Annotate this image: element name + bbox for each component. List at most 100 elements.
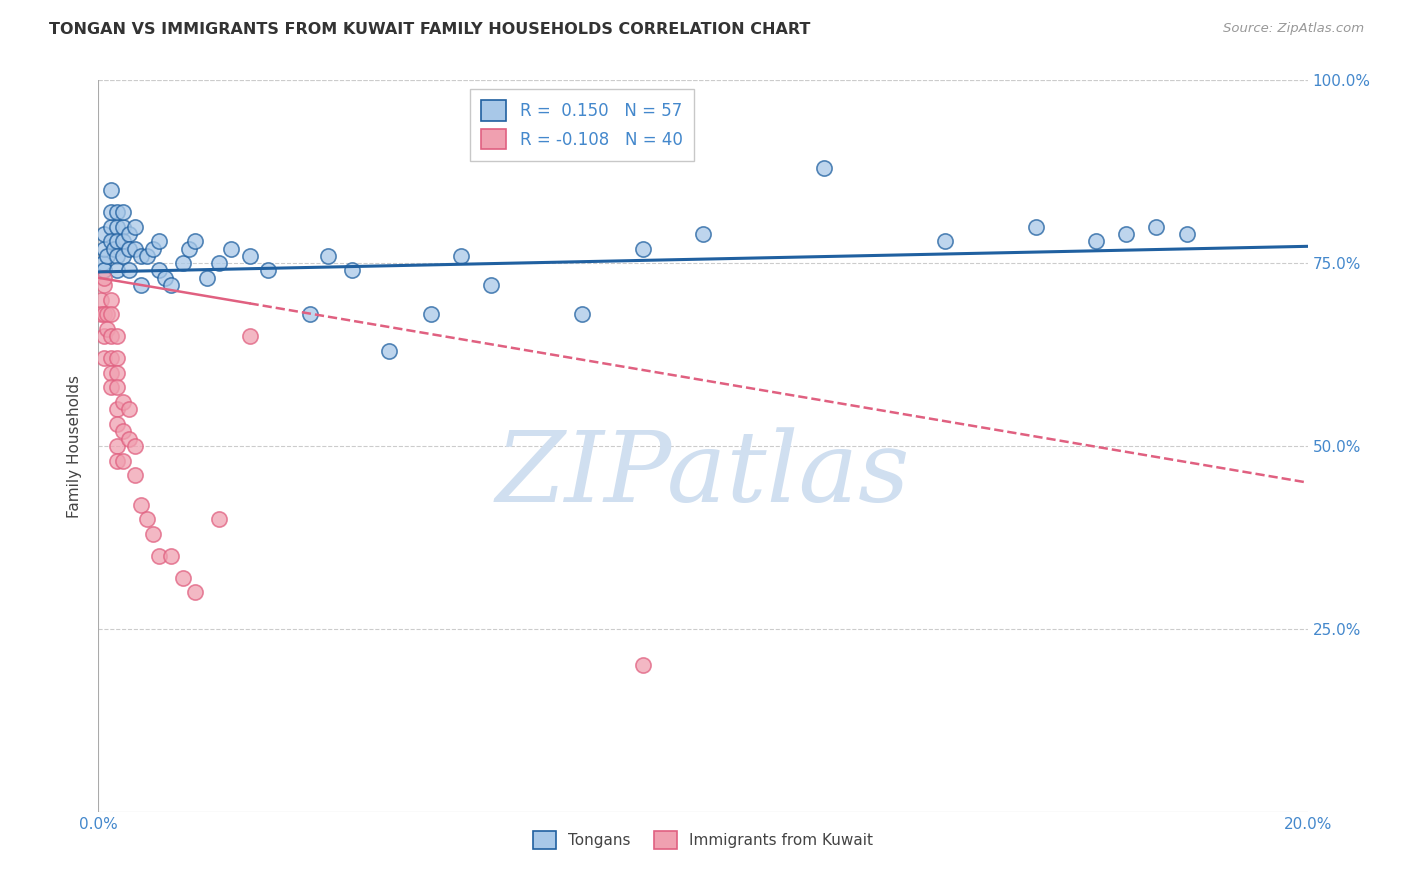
Point — [100, 329, 122, 343]
Point — [208, 512, 231, 526]
Point — [105, 234, 128, 248]
Point — [1024, 219, 1046, 234]
Point — [111, 395, 134, 409]
Point — [420, 307, 443, 321]
Point — [100, 366, 122, 380]
Text: TONGAN VS IMMIGRANTS FROM KUWAIT FAMILY HOUSEHOLDS CORRELATION CHART: TONGAN VS IMMIGRANTS FROM KUWAIT FAMILY … — [49, 22, 811, 37]
Point — [142, 242, 165, 256]
Point — [299, 307, 322, 321]
Point — [111, 219, 134, 234]
Point — [93, 329, 115, 343]
Point — [93, 270, 115, 285]
Point — [342, 263, 364, 277]
Point — [118, 402, 141, 417]
Point — [571, 307, 593, 321]
Point — [631, 242, 654, 256]
Point — [105, 366, 128, 380]
Point — [1175, 227, 1198, 241]
Point — [118, 242, 141, 256]
Point — [91, 256, 114, 270]
Point — [93, 351, 115, 366]
Point — [93, 227, 115, 241]
Point — [124, 439, 146, 453]
Point — [96, 307, 118, 321]
Point — [135, 249, 157, 263]
Point — [111, 234, 134, 248]
Point — [105, 329, 128, 343]
Point — [208, 256, 231, 270]
Point — [100, 205, 122, 219]
Point — [93, 278, 115, 293]
Point — [111, 249, 134, 263]
Point — [111, 205, 134, 219]
Point — [90, 293, 112, 307]
Point — [100, 234, 122, 248]
Point — [124, 242, 146, 256]
Point — [105, 380, 128, 394]
Point — [1144, 219, 1167, 234]
Point — [100, 219, 122, 234]
Point — [1115, 227, 1137, 241]
Point — [184, 234, 207, 248]
Point — [813, 161, 835, 175]
Point — [100, 351, 122, 366]
Point — [93, 242, 115, 256]
Point — [93, 307, 115, 321]
Point — [100, 183, 122, 197]
Point — [377, 343, 399, 358]
Point — [129, 278, 152, 293]
Point — [111, 425, 134, 439]
Point — [105, 263, 128, 277]
Point — [142, 526, 165, 541]
Point — [100, 293, 122, 307]
Point — [184, 585, 207, 599]
Point — [105, 219, 128, 234]
Point — [160, 549, 183, 563]
Point — [934, 234, 956, 248]
Point — [105, 417, 128, 431]
Point — [105, 402, 128, 417]
Point — [93, 263, 115, 277]
Point — [111, 453, 134, 467]
Point — [135, 512, 157, 526]
Point — [179, 242, 201, 256]
Point — [481, 278, 503, 293]
Point — [1085, 234, 1108, 248]
Point — [160, 278, 183, 293]
Point — [195, 270, 218, 285]
Point — [124, 468, 146, 483]
Point — [692, 227, 714, 241]
Point — [105, 439, 128, 453]
Point — [103, 242, 125, 256]
Point — [129, 249, 152, 263]
Point — [316, 249, 339, 263]
Point — [148, 234, 170, 248]
Legend: Tongans, Immigrants from Kuwait: Tongans, Immigrants from Kuwait — [527, 824, 879, 855]
Text: ZIPatlas: ZIPatlas — [496, 427, 910, 523]
Point — [239, 329, 262, 343]
Point — [100, 380, 122, 394]
Point — [631, 658, 654, 673]
Point — [118, 432, 141, 446]
Point — [450, 249, 472, 263]
Point — [172, 571, 194, 585]
Point — [148, 549, 170, 563]
Point — [124, 219, 146, 234]
Point — [153, 270, 176, 285]
Point — [105, 453, 128, 467]
Point — [96, 322, 118, 336]
Point — [90, 307, 112, 321]
Point — [172, 256, 194, 270]
Point — [129, 498, 152, 512]
Point — [105, 205, 128, 219]
Point — [105, 351, 128, 366]
Point — [256, 263, 278, 277]
Point — [221, 242, 243, 256]
Point — [118, 263, 141, 277]
Point — [100, 307, 122, 321]
Point — [96, 249, 118, 263]
Point — [105, 249, 128, 263]
Point — [118, 227, 141, 241]
Point — [148, 263, 170, 277]
Point — [239, 249, 262, 263]
